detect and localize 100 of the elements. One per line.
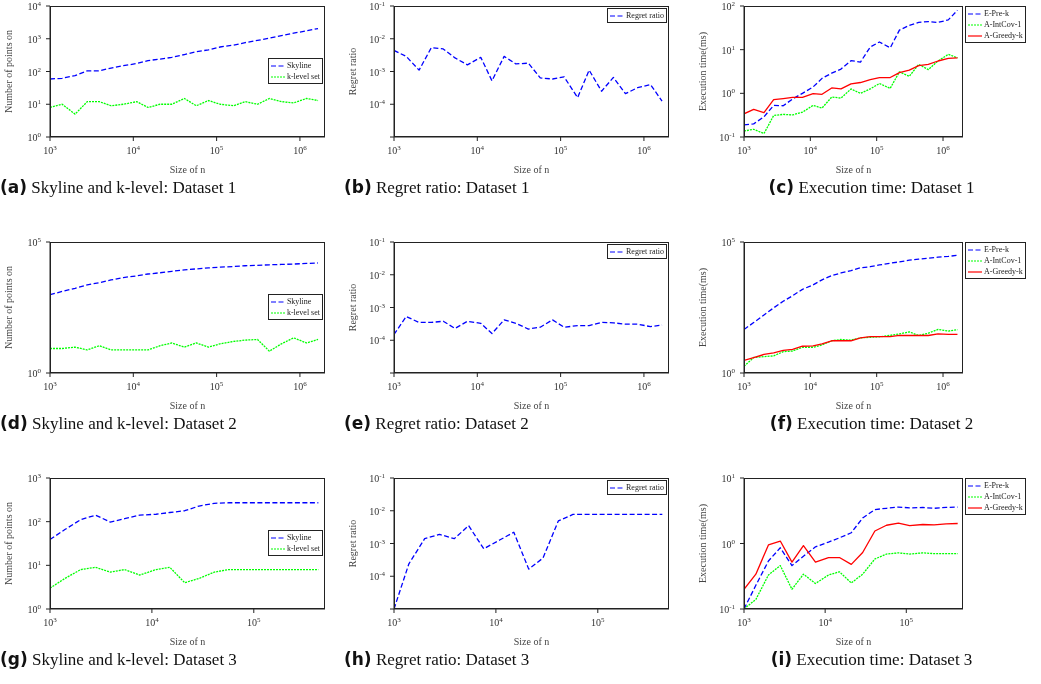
x-tick-label: 10$^{4}$ bbox=[803, 380, 818, 392]
y-tick-label: 10$^{0}$ bbox=[721, 537, 736, 550]
line-series bbox=[50, 337, 319, 352]
x-tick-label: 10$^{6}$ bbox=[293, 380, 308, 392]
x-tick-label: 10$^{3}$ bbox=[737, 616, 752, 628]
x-axis-title: Size of n bbox=[513, 636, 550, 647]
legend-label: k-level set bbox=[286, 307, 320, 319]
x-tick-label: 10$^{3}$ bbox=[387, 144, 402, 156]
y-tick-label: 10$^{2}$ bbox=[27, 65, 42, 78]
y-axis-title: Regret ratio bbox=[346, 47, 358, 96]
y-tick-label: 10$^{0}$ bbox=[721, 87, 736, 100]
text: (d) Skyline and k-level: Dataset 2 bbox=[0, 413, 237, 433]
x-axis-title: Size of n bbox=[169, 400, 206, 411]
legend-label: Skyline bbox=[286, 296, 312, 308]
x-tick-label: 10$^{5}$ bbox=[247, 616, 262, 628]
x-tick-label: 10$^{5}$ bbox=[553, 144, 568, 156]
line-series bbox=[394, 513, 663, 609]
x-tick-label: 10$^{6}$ bbox=[936, 144, 951, 156]
x-tick-label: 10$^{4}$ bbox=[489, 616, 504, 628]
y-tick-label: 10$^{5}$ bbox=[721, 236, 736, 248]
line-series bbox=[50, 566, 319, 589]
legend-label: k-level set bbox=[286, 543, 320, 555]
legend-label: E-Pre-k bbox=[984, 8, 1009, 19]
text: (b) Regret ratio: Dataset 1 bbox=[344, 177, 531, 198]
y-tick-label: 10$^{-4}$ bbox=[369, 98, 386, 111]
line-series bbox=[394, 47, 663, 102]
text: (a) Skyline and k-level: Dataset 1 bbox=[0, 177, 237, 197]
x-tick-label: 10$^{5}$ bbox=[553, 380, 568, 392]
x-tick-label: 10$^{6}$ bbox=[936, 380, 951, 392]
x-tick-label: 10$^{5}$ bbox=[209, 144, 224, 156]
x-tick-label: 10$^{5}$ bbox=[899, 616, 914, 628]
y-tick-label: 10$^{4}$ bbox=[27, 0, 42, 12]
y-tick-label: 10$^{0}$ bbox=[27, 367, 42, 379]
line-series bbox=[50, 27, 319, 80]
y-tick-label: 10$^{-4}$ bbox=[369, 570, 386, 583]
legend-label: Regret ratio bbox=[626, 482, 664, 493]
y-tick-label: 10$^{-1}$ bbox=[369, 0, 386, 12]
line-series bbox=[744, 552, 959, 609]
x-axis-title: Size of n bbox=[513, 400, 550, 411]
x-tick-label: 10$^{3}$ bbox=[43, 144, 58, 156]
x-tick-label: 10$^{3}$ bbox=[387, 380, 402, 392]
legend-label: Regret ratio bbox=[626, 10, 664, 21]
x-tick-label: 10$^{3}$ bbox=[43, 380, 58, 392]
x-axis-title: Size of n bbox=[835, 636, 872, 647]
x-tick-label: 10$^{3}$ bbox=[737, 380, 752, 392]
y-tick-label: 10$^{-1}$ bbox=[719, 131, 736, 143]
y-tick-label: 10$^{5}$ bbox=[27, 236, 42, 248]
y-tick-label: 10$^{0}$ bbox=[27, 131, 42, 143]
x-tick-label: 10$^{3}$ bbox=[387, 616, 402, 628]
y-axis-title: Execution time(ms) bbox=[696, 267, 709, 348]
y-tick-label: 10$^{-2}$ bbox=[369, 504, 386, 517]
y-tick-label: 10$^{-3}$ bbox=[369, 65, 386, 78]
line-series bbox=[744, 254, 959, 331]
x-tick-label: 10$^{5}$ bbox=[869, 144, 884, 156]
text: (c) Execution time: Dataset 1 bbox=[767, 177, 976, 198]
legend-label: Regret ratio bbox=[626, 246, 664, 257]
x-tick-label: 10$^{4}$ bbox=[818, 616, 833, 628]
y-axis-title: Number of points on bbox=[2, 29, 14, 114]
x-tick-label: 10$^{6}$ bbox=[293, 144, 308, 156]
x-tick-label: 10$^{4}$ bbox=[126, 144, 141, 156]
y-axis-title: Execution time(ms) bbox=[696, 31, 709, 112]
x-tick-label: 10$^{5}$ bbox=[591, 616, 606, 628]
text: (e) Regret ratio: Dataset 2 bbox=[344, 413, 530, 434]
legend-label: A-Greedy-k bbox=[984, 266, 1023, 277]
line-series bbox=[744, 53, 959, 135]
x-axis-title: Size of n bbox=[169, 164, 206, 175]
y-axis-title: Regret ratio bbox=[346, 519, 358, 568]
x-tick-label: 10$^{4}$ bbox=[470, 144, 485, 156]
x-axis-title: Size of n bbox=[835, 164, 872, 175]
y-axis-title: Regret ratio bbox=[346, 283, 358, 332]
y-tick-label: 10$^{2}$ bbox=[721, 0, 736, 12]
line-series bbox=[50, 97, 319, 115]
line-series bbox=[50, 262, 319, 296]
x-axis-title: Size of n bbox=[835, 400, 872, 411]
x-tick-label: 10$^{6}$ bbox=[637, 144, 652, 156]
text: (h) Regret ratio: Dataset 3 bbox=[344, 649, 531, 670]
text: (f) Execution time: Dataset 2 bbox=[768, 413, 975, 434]
legend-label: Skyline bbox=[286, 60, 312, 72]
y-tick-label: 10$^{2}$ bbox=[27, 515, 42, 528]
x-tick-label: 10$^{4}$ bbox=[470, 380, 485, 392]
x-tick-label: 10$^{5}$ bbox=[869, 380, 884, 392]
x-tick-label: 10$^{3}$ bbox=[43, 616, 58, 628]
x-axis-title: Size of n bbox=[513, 164, 550, 175]
x-tick-label: 10$^{4}$ bbox=[126, 380, 141, 392]
legend-label: E-Pre-k bbox=[984, 244, 1009, 255]
legend-label: A-Greedy-k bbox=[984, 502, 1023, 513]
y-tick-label: 10$^{0}$ bbox=[27, 603, 42, 615]
y-tick-label: 10$^{-4}$ bbox=[369, 334, 386, 347]
line-series bbox=[744, 506, 959, 609]
y-tick-label: 10$^{-1}$ bbox=[719, 603, 736, 615]
line-series bbox=[744, 57, 959, 115]
x-axis-title: Size of n bbox=[169, 636, 206, 647]
legend-label: A-IntCov-1 bbox=[984, 19, 1022, 30]
y-tick-label: 10$^{3}$ bbox=[27, 472, 42, 484]
text: (i) Execution time: Dataset 3 bbox=[769, 649, 974, 670]
legend-label: E-Pre-k bbox=[984, 480, 1009, 491]
y-tick-label: 10$^{-2}$ bbox=[369, 32, 386, 45]
legend-label: k-level set bbox=[286, 71, 320, 83]
y-tick-label: 10$^{1}$ bbox=[27, 559, 42, 572]
x-tick-label: 10$^{6}$ bbox=[637, 380, 652, 392]
